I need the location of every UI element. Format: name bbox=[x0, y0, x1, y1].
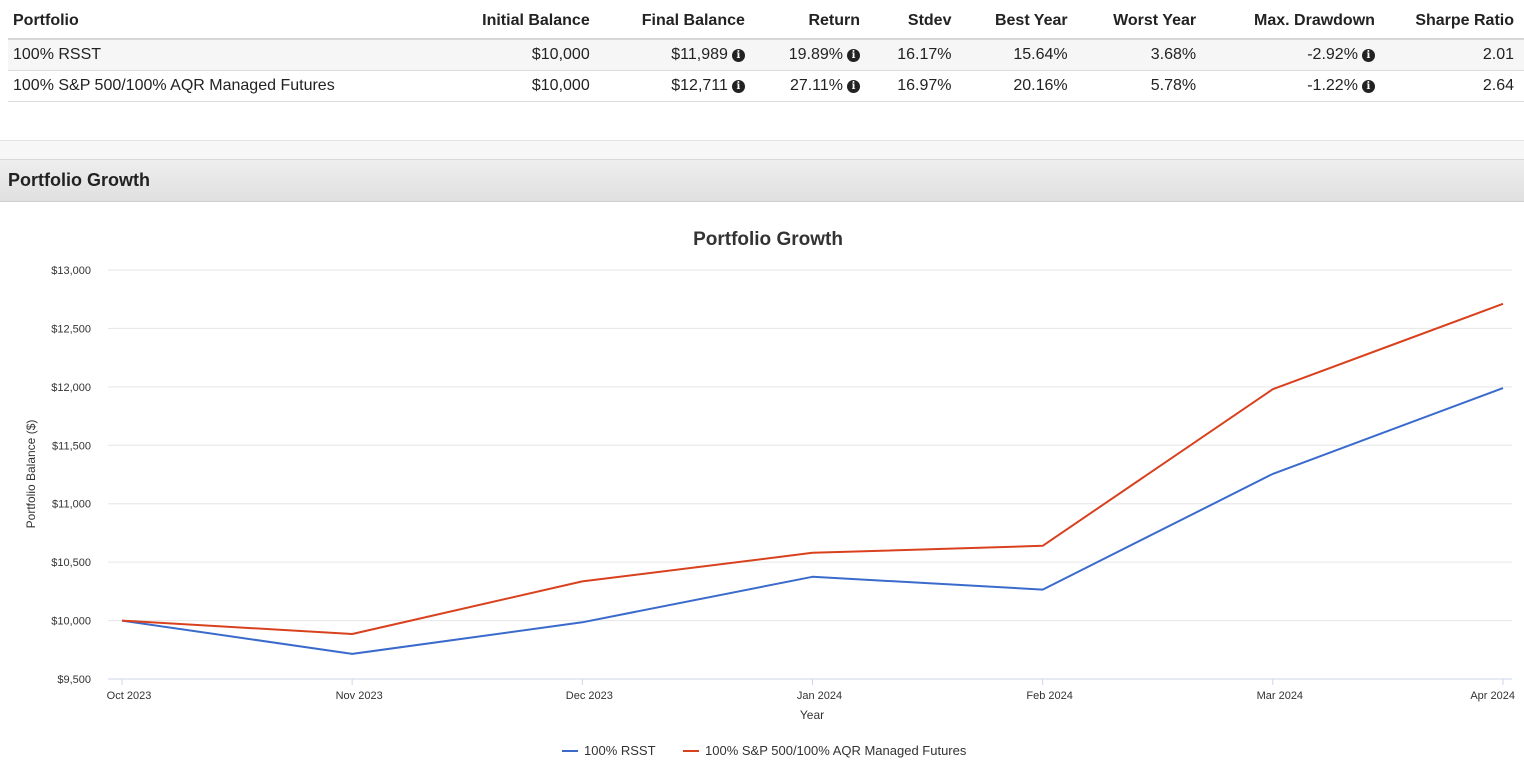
final-balance: $11,989 bbox=[671, 46, 728, 63]
legend[interactable]: 100% RSST 100% S&P 500/100% AQR Managed F… bbox=[562, 743, 967, 758]
initial-balance: $10,000 bbox=[349, 70, 590, 102]
header-final-balance[interactable]: Final Balance bbox=[589, 4, 745, 40]
portfolio-growth-chart: Portfolio Growth $9,500 $10,000 $10,500 $11… bbox=[0, 201, 1524, 777]
table-header-row: Portfolio Initial Balance Final Balance … bbox=[8, 4, 1524, 40]
info-circle-icon[interactable]: i bbox=[1361, 79, 1375, 93]
series-line-1[interactable] bbox=[121, 387, 1504, 655]
x-tick-label: Oct 2023 bbox=[107, 690, 152, 702]
x-tick-label: Mar 2024 bbox=[1257, 690, 1303, 702]
series-line-2[interactable] bbox=[121, 302, 1504, 635]
header-return[interactable]: Return bbox=[744, 4, 861, 40]
x-tick-label: Nov 2023 bbox=[336, 690, 383, 702]
info-circle-icon[interactable]: i bbox=[847, 79, 861, 93]
info-circle-icon[interactable]: i bbox=[1361, 48, 1375, 62]
initial-balance: $10,000 bbox=[349, 39, 590, 71]
y-tick-label: $10,000 bbox=[51, 616, 91, 628]
x-axis-title: Year bbox=[800, 708, 824, 722]
x-tick-label: Apr 2024 bbox=[1470, 690, 1515, 702]
header-portfolio[interactable]: Portfolio bbox=[8, 4, 350, 40]
x-tick-label: Dec 2023 bbox=[566, 690, 613, 702]
header-initial-balance[interactable]: Initial Balance bbox=[349, 4, 590, 40]
worst-year-value: 5.78% bbox=[1067, 70, 1197, 102]
section-title: Portfolio Growth bbox=[8, 170, 150, 190]
info-circle-icon[interactable]: i bbox=[731, 48, 745, 62]
y-tick-label: $11,500 bbox=[52, 440, 91, 452]
header-stdev[interactable]: Stdev bbox=[860, 4, 952, 40]
sharpe-ratio-value: 2.64 bbox=[1374, 70, 1524, 102]
info-circle-icon[interactable]: i bbox=[847, 48, 861, 62]
portfolio-growth-section-header: Portfolio Growth bbox=[0, 159, 1524, 202]
header-max-drawdown[interactable]: Max. Drawdown bbox=[1196, 4, 1375, 40]
legend-item[interactable]: 100% S&P 500/100% AQR Managed Futures bbox=[705, 743, 967, 758]
y-tick-label: $12,500 bbox=[51, 323, 91, 335]
y-tick-label: $9,500 bbox=[57, 674, 91, 686]
worst-year-value: 3.68% bbox=[1067, 39, 1197, 71]
best-year-value: 15.64% bbox=[951, 39, 1068, 71]
x-axis-ticks: Oct 2023 Nov 2023 Dec 2023 Jan 2024 Feb 2024… bbox=[107, 679, 1515, 702]
y-tick-label: $11,000 bbox=[52, 499, 91, 511]
header-best-year[interactable]: Best Year bbox=[951, 4, 1068, 40]
stdev-value: 16.97% bbox=[860, 70, 952, 102]
section-divider bbox=[0, 140, 1524, 160]
table-row: 100% S&P 500/100% AQR Managed Futures $1… bbox=[8, 70, 1524, 102]
sharpe-ratio-value: 2.01 bbox=[1374, 39, 1524, 71]
return-value: 27.11% bbox=[789, 77, 844, 94]
y-tick-label: $12,000 bbox=[51, 382, 91, 394]
max-drawdown-value: -1.22% bbox=[1307, 77, 1358, 94]
portfolio-name: 100% RSST bbox=[8, 39, 350, 71]
header-sharpe-ratio[interactable]: Sharpe Ratio bbox=[1374, 4, 1524, 40]
chart-title: Portfolio Growth bbox=[693, 229, 843, 250]
header-worst-year[interactable]: Worst Year bbox=[1067, 4, 1197, 40]
x-tick-label: Jan 2024 bbox=[797, 690, 842, 702]
stdev-value: 16.17% bbox=[860, 39, 952, 71]
x-tick-label: Feb 2024 bbox=[1026, 690, 1072, 702]
return-value: 19.89% bbox=[788, 46, 844, 63]
y-tick-label: $13,000 bbox=[51, 265, 91, 277]
max-drawdown-value: -2.92% bbox=[1307, 46, 1358, 63]
gridlines bbox=[108, 269, 1512, 680]
best-year-value: 20.16% bbox=[951, 70, 1068, 102]
y-tick-label: $10,500 bbox=[51, 557, 91, 569]
portfolio-summary-table: Portfolio Initial Balance Final Balance … bbox=[8, 4, 1524, 102]
table-row: 100% RSST $10,000 $11,989 i 19.89% i 16.17… bbox=[8, 39, 1524, 71]
y-axis-title: Portfolio Balance ($) bbox=[24, 420, 38, 529]
final-balance: $12,711 bbox=[671, 77, 728, 94]
portfolio-name: 100% S&P 500/100% AQR Managed Futures bbox=[8, 70, 350, 102]
chart-canvas: Portfolio Growth $9,500 $10,000 $10,500 $11… bbox=[24, 229, 1515, 758]
info-circle-icon[interactable]: i bbox=[731, 79, 745, 93]
y-axis-ticks: $9,500 $10,000 $10,500 $11,000 $11,500 $12,00… bbox=[51, 265, 91, 686]
series-lines bbox=[121, 302, 1504, 655]
legend-item[interactable]: 100% RSST bbox=[584, 743, 656, 758]
